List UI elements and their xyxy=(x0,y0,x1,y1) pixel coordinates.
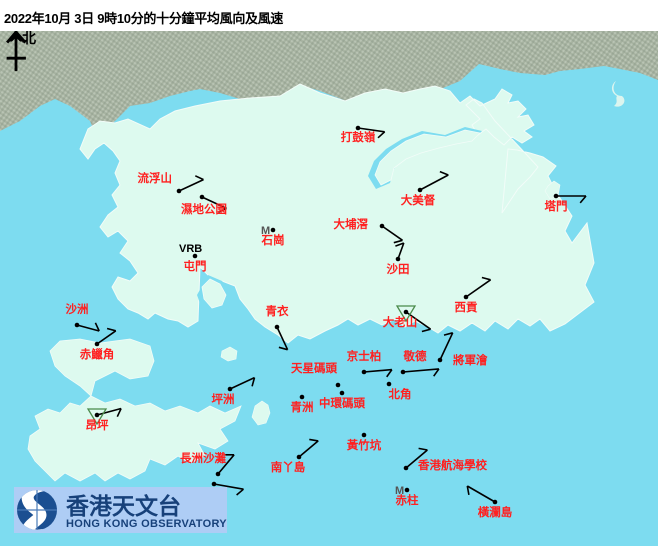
svg-text:昂坪: 昂坪 xyxy=(86,419,109,432)
svg-text:北角: 北角 xyxy=(389,387,412,401)
svg-text:石崗: 石崗 xyxy=(261,233,285,247)
svg-text:南丫島: 南丫島 xyxy=(271,460,306,474)
svg-text:屯門: 屯門 xyxy=(184,259,207,273)
svg-text:大埔滘: 大埔滘 xyxy=(334,217,369,231)
svg-text:濕地公園: 濕地公園 xyxy=(181,202,227,216)
svg-text:大老山: 大老山 xyxy=(383,315,418,329)
svg-text:北: 北 xyxy=(22,31,36,46)
svg-text:VRB: VRB xyxy=(179,243,202,255)
svg-text:流浮山: 流浮山 xyxy=(138,171,173,185)
svg-text:中環碼頭: 中環碼頭 xyxy=(319,396,365,410)
svg-text:HONG KONG OBSERVATORY: HONG KONG OBSERVATORY xyxy=(66,518,227,530)
svg-text:橫瀾島: 橫瀾島 xyxy=(478,505,513,519)
svg-text:青衣: 青衣 xyxy=(266,304,289,318)
svg-text:赤鱲角: 赤鱲角 xyxy=(80,347,115,361)
svg-text:赤柱: 赤柱 xyxy=(396,493,419,507)
svg-text:青洲: 青洲 xyxy=(291,400,314,414)
svg-text:香港航海學校: 香港航海學校 xyxy=(417,458,487,472)
svg-text:沙洲: 沙洲 xyxy=(66,303,89,316)
svg-text:天星碼頭: 天星碼頭 xyxy=(291,361,337,375)
svg-text:香港天文台: 香港天文台 xyxy=(66,493,181,519)
svg-text:黃竹坑: 黃竹坑 xyxy=(346,438,382,452)
svg-text:京士柏: 京士柏 xyxy=(347,349,382,363)
svg-text:長洲沙灘: 長洲沙灘 xyxy=(180,451,226,465)
svg-text:敬德: 敬德 xyxy=(403,349,427,363)
svg-text:西貢: 西貢 xyxy=(455,301,478,314)
svg-text:將軍澮: 將軍澮 xyxy=(453,353,488,367)
svg-text:打鼓嶺: 打鼓嶺 xyxy=(341,130,376,144)
svg-text:塔門: 塔門 xyxy=(545,199,568,213)
svg-text:大美督: 大美督 xyxy=(401,193,436,207)
svg-text:沙田: 沙田 xyxy=(387,263,410,276)
svg-text:坪洲: 坪洲 xyxy=(212,393,235,406)
